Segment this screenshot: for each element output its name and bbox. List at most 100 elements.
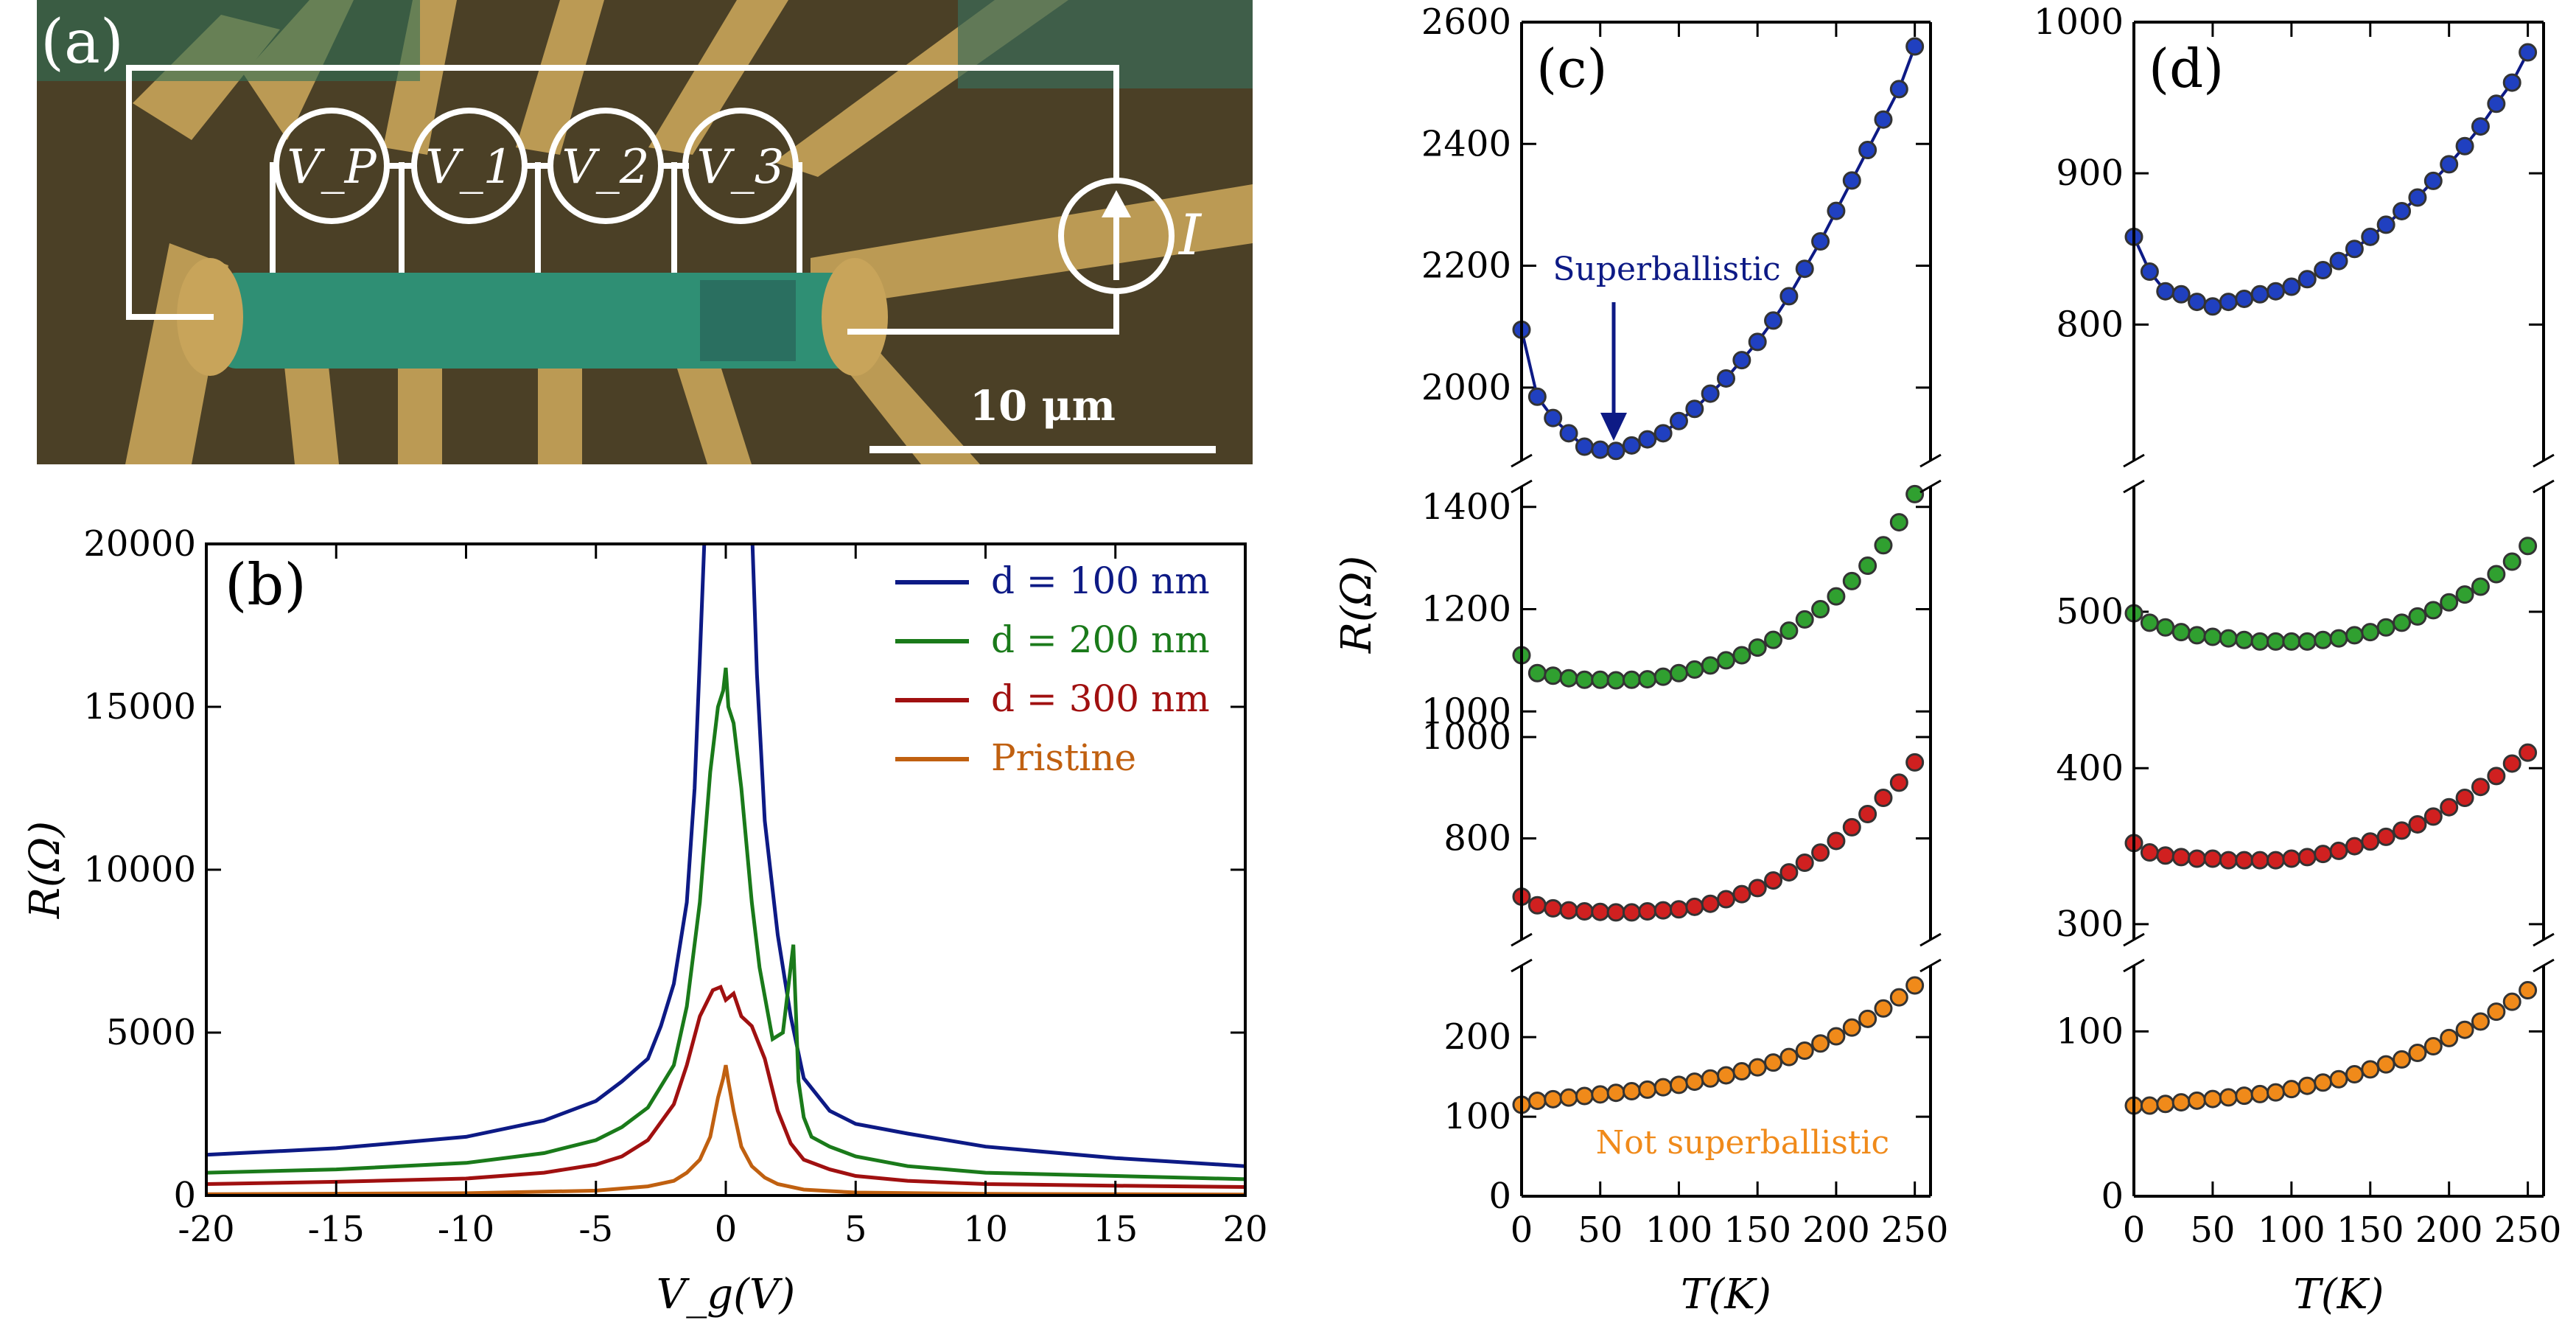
probe-vp-circle bbox=[273, 108, 390, 224]
y-tick-label: 800 bbox=[2056, 304, 2124, 345]
current-arrow-icon bbox=[1102, 190, 1131, 217]
x-tick-label: 100 bbox=[1645, 1209, 1713, 1251]
data-point bbox=[1559, 1088, 1578, 1107]
data-point bbox=[1669, 1075, 1688, 1095]
data-point bbox=[1544, 666, 1563, 685]
current-source-circle bbox=[1058, 178, 1175, 294]
data-point bbox=[1748, 638, 1767, 657]
series-line-3 bbox=[206, 1064, 1245, 1195]
data-point bbox=[1527, 663, 1547, 683]
x-tick-label: 250 bbox=[1881, 1209, 1949, 1251]
data-point bbox=[2219, 851, 2238, 870]
data-point bbox=[2314, 1073, 2333, 1092]
data-point bbox=[2393, 1050, 2412, 1069]
data-point bbox=[2314, 845, 2333, 864]
data-point bbox=[1811, 843, 1830, 862]
data-point bbox=[1732, 884, 1751, 904]
data-point bbox=[1842, 1018, 1861, 1037]
x-axis-label: V_g(V) bbox=[657, 1271, 795, 1319]
y-tick-label: 20000 bbox=[83, 523, 196, 565]
y-tick-label: 15000 bbox=[83, 686, 196, 727]
data-point bbox=[2423, 807, 2443, 826]
data-point bbox=[2235, 851, 2254, 870]
data-point bbox=[1748, 879, 1767, 898]
data-point bbox=[1795, 854, 1814, 872]
data-point bbox=[2156, 1095, 2175, 1114]
data-point bbox=[2203, 627, 2222, 646]
y-tick-label: 400 bbox=[2056, 747, 2124, 789]
y-tick-label: 200 bbox=[1443, 1016, 1511, 1058]
legend-label-1: d = 200 nm bbox=[991, 618, 1210, 661]
x-tick-label: 250 bbox=[2494, 1209, 2562, 1251]
data-point bbox=[2519, 43, 2538, 62]
probe-label-v1: V_1 bbox=[426, 140, 514, 195]
x-tick-label: -15 bbox=[308, 1209, 365, 1250]
data-point bbox=[1606, 1083, 1625, 1103]
data-point bbox=[1701, 1069, 1720, 1088]
data-point bbox=[1544, 898, 1563, 918]
x-tick-label: 0 bbox=[1511, 1209, 1533, 1251]
y-tick-label: 500 bbox=[2056, 591, 2124, 632]
x-tick-label: 150 bbox=[2337, 1209, 2404, 1251]
data-point bbox=[2345, 1065, 2364, 1084]
data-point bbox=[2408, 814, 2427, 834]
data-point bbox=[1544, 1089, 1563, 1109]
series-line-0 bbox=[206, 544, 1245, 1168]
data-point bbox=[2140, 613, 2159, 632]
data-point bbox=[2171, 623, 2191, 642]
data-point bbox=[1858, 556, 1877, 576]
panel-c-chart-label: (c) bbox=[1536, 38, 1608, 100]
data-point bbox=[1591, 1085, 1610, 1104]
y-tick-label: 2400 bbox=[1421, 123, 1511, 164]
data-point bbox=[2361, 1060, 2380, 1079]
data-point bbox=[2423, 171, 2443, 190]
axis-break-mark bbox=[2123, 958, 2145, 973]
data-point bbox=[1858, 141, 1877, 160]
data-point bbox=[1606, 671, 1625, 690]
data-point bbox=[1764, 871, 1783, 890]
data-point bbox=[2297, 848, 2317, 867]
data-point bbox=[2314, 630, 2333, 649]
data-point bbox=[1795, 1041, 1814, 1060]
data-point bbox=[1905, 484, 1925, 503]
data-point bbox=[2440, 155, 2459, 174]
data-point bbox=[1905, 37, 1925, 56]
panel-d-chart-label: (d) bbox=[2149, 38, 2224, 100]
data-point bbox=[1827, 587, 1846, 606]
series-line-2 bbox=[206, 984, 1245, 1189]
series-line-1 bbox=[206, 667, 1245, 1181]
data-point bbox=[1889, 773, 1908, 792]
data-point bbox=[2203, 297, 2222, 316]
data-point bbox=[1842, 817, 1861, 837]
data-point bbox=[1622, 903, 1641, 922]
superballistic-arrow-icon bbox=[1600, 413, 1627, 441]
data-point bbox=[2235, 630, 2254, 649]
data-point bbox=[2297, 1076, 2317, 1095]
data-point bbox=[1858, 805, 1877, 823]
data-point bbox=[1685, 660, 1704, 679]
data-point bbox=[2519, 981, 2538, 1000]
data-point bbox=[2502, 73, 2521, 92]
data-point bbox=[1889, 988, 1908, 1007]
data-point bbox=[2455, 585, 2474, 604]
data-point bbox=[1622, 670, 1641, 689]
data-point bbox=[2408, 1043, 2427, 1062]
data-point bbox=[2250, 851, 2269, 870]
data-point bbox=[2423, 601, 2443, 620]
axis-break-mark bbox=[1511, 958, 1533, 973]
axis-break-mark bbox=[1919, 453, 1942, 468]
data-point bbox=[2140, 1096, 2159, 1115]
data-point bbox=[2266, 632, 2285, 651]
data-point bbox=[2282, 1080, 2301, 1099]
data-point bbox=[2440, 593, 2459, 612]
x-tick-label: 50 bbox=[2190, 1209, 2235, 1251]
data-point bbox=[1717, 369, 1735, 388]
data-point bbox=[1685, 399, 1704, 419]
data-point bbox=[2266, 1083, 2285, 1102]
data-point bbox=[1874, 536, 1893, 555]
data-point bbox=[2171, 1093, 2191, 1112]
y-axis-label: R(Ω) bbox=[21, 821, 69, 919]
data-point bbox=[2502, 754, 2521, 773]
data-point bbox=[2393, 201, 2412, 220]
data-point bbox=[1858, 1009, 1877, 1028]
